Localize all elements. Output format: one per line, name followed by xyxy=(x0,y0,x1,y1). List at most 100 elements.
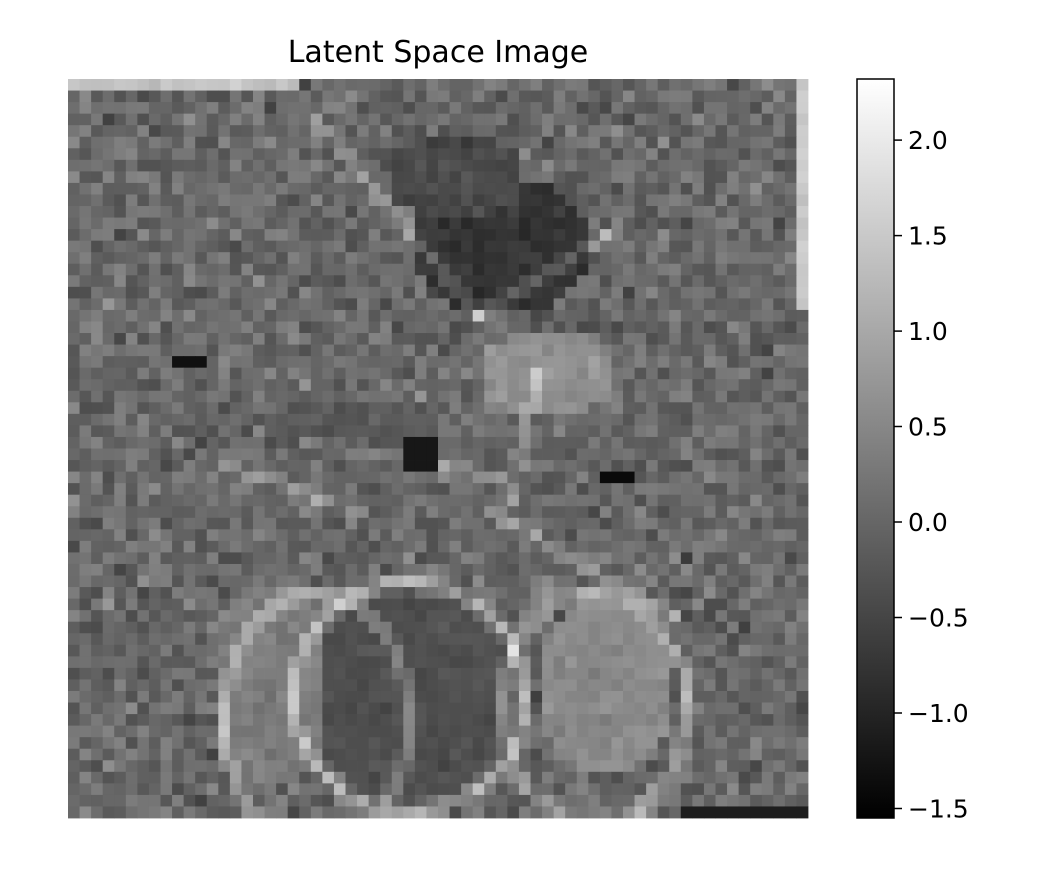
heatmap-cell xyxy=(484,645,496,657)
heatmap-cell xyxy=(496,783,508,795)
heatmap-cell xyxy=(346,414,358,426)
heatmap-cell xyxy=(450,125,462,137)
heatmap-cell xyxy=(253,275,265,287)
heatmap-cell xyxy=(149,287,161,299)
heatmap-cell xyxy=(311,275,323,287)
heatmap-cell xyxy=(114,529,126,541)
heatmap-cell xyxy=(114,564,126,576)
heatmap-cell xyxy=(415,114,427,126)
heatmap-cell xyxy=(727,703,739,715)
heatmap-cell xyxy=(68,148,80,160)
heatmap-cell xyxy=(426,772,438,784)
heatmap-cell xyxy=(577,737,589,749)
heatmap-cell xyxy=(311,529,323,541)
heatmap-cell xyxy=(611,737,623,749)
heatmap-cell xyxy=(380,194,392,206)
heatmap-cell xyxy=(380,449,392,461)
heatmap-cell xyxy=(484,298,496,310)
heatmap-cell xyxy=(635,402,647,414)
heatmap-cell xyxy=(750,656,762,668)
heatmap-cell xyxy=(611,506,623,518)
heatmap-cell xyxy=(692,449,704,461)
heatmap-cell xyxy=(126,587,138,599)
heatmap-cell xyxy=(600,449,612,461)
heatmap-cell xyxy=(658,275,670,287)
heatmap-cell xyxy=(103,241,115,253)
heatmap-cell xyxy=(600,148,612,160)
heatmap-cell xyxy=(588,114,600,126)
heatmap-cell xyxy=(507,171,519,183)
heatmap-cell xyxy=(265,79,277,91)
heatmap-cell xyxy=(785,402,797,414)
heatmap-cell xyxy=(577,668,589,680)
heatmap-cell xyxy=(762,587,774,599)
heatmap-cell xyxy=(646,495,658,507)
heatmap-cell xyxy=(785,391,797,403)
heatmap-cell xyxy=(484,472,496,484)
heatmap-cell xyxy=(646,714,658,726)
heatmap-cell xyxy=(334,668,346,680)
heatmap-cell xyxy=(646,576,658,588)
heatmap-cell xyxy=(692,783,704,795)
heatmap-cell xyxy=(704,333,716,345)
heatmap-cell xyxy=(334,506,346,518)
heatmap-cell xyxy=(623,703,635,715)
heatmap-cell xyxy=(531,506,543,518)
heatmap-cell xyxy=(334,552,346,564)
heatmap-cell xyxy=(438,806,450,818)
heatmap-cell xyxy=(114,472,126,484)
heatmap-cell xyxy=(91,633,103,645)
heatmap-cell xyxy=(496,714,508,726)
heatmap-cell xyxy=(646,137,658,149)
heatmap-cell xyxy=(611,552,623,564)
heatmap-cell xyxy=(588,310,600,322)
heatmap-cell xyxy=(542,264,554,276)
heatmap-cell xyxy=(68,529,80,541)
heatmap-cell xyxy=(507,321,519,333)
heatmap-cell xyxy=(473,194,485,206)
heatmap-cell xyxy=(357,437,369,449)
heatmap-cell xyxy=(519,391,531,403)
heatmap-cell xyxy=(577,114,589,126)
heatmap-cell xyxy=(577,137,589,149)
heatmap-cell xyxy=(184,679,196,691)
heatmap-cell xyxy=(126,218,138,230)
heatmap-cell xyxy=(253,79,265,91)
heatmap-cell xyxy=(403,737,415,749)
heatmap-cell xyxy=(796,472,808,484)
heatmap-cell xyxy=(161,783,173,795)
heatmap-cell xyxy=(611,783,623,795)
heatmap-cell xyxy=(161,529,173,541)
heatmap-cell xyxy=(265,576,277,588)
heatmap-cell xyxy=(114,783,126,795)
heatmap-cell xyxy=(184,368,196,380)
heatmap-cell xyxy=(739,264,751,276)
heatmap-cell xyxy=(785,298,797,310)
heatmap-cell xyxy=(669,714,681,726)
heatmap-cell xyxy=(218,622,230,634)
heatmap-cell xyxy=(785,310,797,322)
heatmap-cell xyxy=(646,91,658,103)
heatmap-cell xyxy=(681,391,693,403)
heatmap-cell xyxy=(91,518,103,530)
heatmap-cell xyxy=(322,610,334,622)
heatmap-cell xyxy=(461,402,473,414)
heatmap-cell xyxy=(207,275,219,287)
heatmap-cell xyxy=(346,391,358,403)
heatmap-cell xyxy=(265,749,277,761)
heatmap-cell xyxy=(461,206,473,218)
heatmap-cell xyxy=(288,703,300,715)
heatmap-cell xyxy=(600,333,612,345)
heatmap-cell xyxy=(669,298,681,310)
heatmap-cell xyxy=(91,183,103,195)
heatmap-cell xyxy=(507,633,519,645)
heatmap-cell xyxy=(403,622,415,634)
heatmap-cell xyxy=(357,171,369,183)
heatmap-cell xyxy=(692,287,704,299)
heatmap-cell xyxy=(716,160,728,172)
heatmap-cell xyxy=(519,529,531,541)
heatmap-cell xyxy=(392,275,404,287)
heatmap-cell xyxy=(149,160,161,172)
heatmap-cell xyxy=(322,148,334,160)
heatmap-cell xyxy=(716,564,728,576)
